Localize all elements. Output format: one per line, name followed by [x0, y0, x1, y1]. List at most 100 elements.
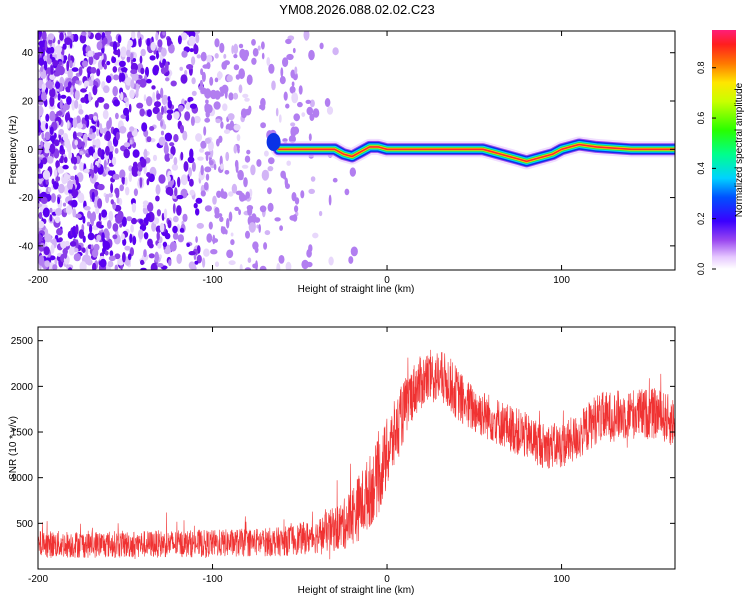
noise-speckle: [56, 50, 62, 62]
spectrogram-x-axis: -200 -100 0 100: [28, 31, 570, 286]
noise-speckle: [55, 175, 59, 183]
noise-speckle: [57, 196, 61, 205]
noise-speckle: [88, 55, 94, 66]
noise-speckle: [285, 103, 290, 109]
noise-speckle: [56, 110, 63, 116]
noise-speckle: [301, 259, 309, 270]
noise-speckle: [143, 94, 147, 102]
noise-speckle: [126, 56, 131, 63]
noise-speckle: [160, 130, 165, 136]
noise-speckle: [76, 122, 83, 129]
noise-speckle: [139, 108, 145, 117]
noise-speckle: [40, 196, 48, 204]
noise-speckle: [48, 84, 53, 90]
noise-speckle: [220, 121, 224, 129]
noise-speckle: [105, 145, 110, 156]
noise-speckle: [40, 120, 48, 132]
noise-speckle: [115, 131, 120, 141]
noise-speckle: [124, 176, 128, 186]
noise-speckle: [83, 80, 90, 87]
noise-speckle: [96, 234, 102, 241]
noise-speckle: [195, 236, 198, 243]
noise-speckle: [87, 50, 93, 57]
noise-speckle: [191, 161, 196, 172]
noise-speckle: [49, 214, 53, 222]
noise-speckle: [118, 60, 126, 67]
noise-speckle: [150, 41, 156, 51]
noise-speckle: [212, 195, 217, 205]
noise-speckle: [108, 255, 116, 262]
noise-speckle: [283, 91, 288, 101]
noise-speckle: [309, 99, 315, 108]
noise-speckle: [160, 67, 167, 75]
noise-speckle: [94, 32, 102, 41]
noise-speckle: [149, 126, 155, 131]
noise-speckle: [67, 81, 72, 89]
noise-speckle: [188, 35, 196, 47]
noise-speckle: [57, 93, 61, 101]
noise-speckle: [261, 41, 265, 50]
noise-speckle: [233, 124, 241, 131]
noise-speckle: [195, 197, 203, 204]
noise-speckle: [350, 246, 358, 257]
noise-speckle: [119, 126, 127, 134]
noise-speckle: [200, 165, 204, 176]
noise-speckle: [250, 164, 256, 176]
noise-speckle: [49, 143, 56, 155]
noise-speckle: [290, 122, 296, 127]
noise-speckle: [145, 213, 151, 222]
noise-speckle: [280, 67, 284, 78]
noise-speckle: [246, 149, 251, 155]
noise-speckle: [200, 87, 207, 95]
noise-speckle: [44, 40, 48, 51]
noise-speckle: [255, 260, 258, 270]
noise-speckle: [228, 260, 236, 266]
noise-speckle: [115, 112, 119, 120]
noise-speckle: [156, 231, 160, 241]
noise-speckle: [47, 33, 55, 41]
noise-speckle: [267, 202, 274, 212]
noise-speckle: [103, 159, 107, 170]
noise-speckle: [120, 46, 127, 58]
noise-speckle: [235, 74, 241, 80]
noise-speckle: [91, 191, 95, 203]
trace-band-6: [277, 143, 675, 163]
noise-speckle: [62, 104, 67, 113]
noise-speckle: [131, 217, 137, 225]
noise-speckle: [107, 220, 112, 229]
y-tick-label: -20: [19, 193, 34, 204]
noise-speckle: [205, 110, 210, 118]
noise-speckle: [103, 103, 110, 110]
noise-speckle: [174, 187, 178, 197]
noise-speckle: [112, 173, 120, 180]
noise-speckle: [196, 254, 202, 264]
noise-speckle: [73, 165, 77, 171]
noise-speckle: [224, 170, 230, 175]
noise-speckle: [214, 77, 219, 83]
noise-speckle: [105, 130, 111, 142]
noise-speckle: [140, 67, 145, 75]
noise-speckle: [306, 106, 314, 116]
noise-speckle: [180, 174, 188, 186]
noise-speckle: [312, 232, 319, 239]
noise-speckle: [79, 34, 87, 44]
noise-speckle: [38, 145, 42, 155]
noise-speckle: [203, 181, 209, 191]
noise-speckle: [105, 75, 112, 84]
noise-speckle: [119, 223, 123, 228]
noise-speckle: [172, 225, 178, 234]
x-tick-label: 0: [384, 275, 390, 286]
noise-speckle: [231, 183, 238, 194]
noise-speckle: [233, 144, 238, 154]
noise-speckle: [328, 256, 334, 266]
noise-speckle: [65, 77, 73, 84]
noise-speckle: [125, 77, 133, 86]
noise-speckle: [75, 80, 80, 85]
spectrogram-plot-frame: [37, 30, 676, 271]
noise-speckle: [344, 188, 350, 196]
y-tick-label: 0: [27, 145, 33, 156]
noise-speckle: [146, 172, 151, 178]
noise-speckle: [68, 267, 73, 270]
noise-speckle: [189, 189, 195, 196]
noise-speckle: [205, 173, 210, 181]
